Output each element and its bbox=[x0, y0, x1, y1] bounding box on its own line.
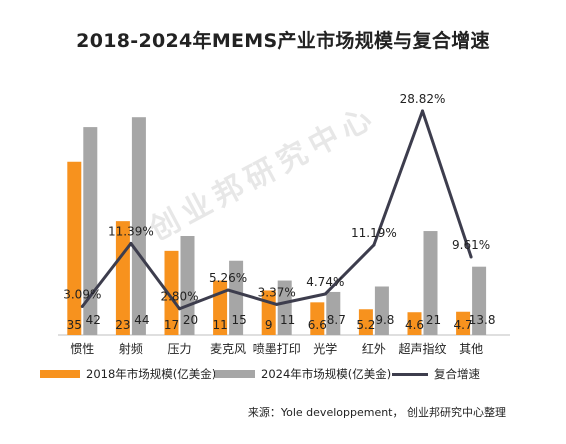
growth-rate-point bbox=[80, 305, 84, 309]
bar-2024 bbox=[423, 231, 438, 335]
legend-label-2024: 2024年市场规模(亿美金) bbox=[261, 367, 392, 381]
bar-2024 bbox=[277, 280, 292, 335]
growth-rate-point bbox=[469, 255, 473, 259]
bar-label-2024: 21 bbox=[426, 313, 441, 327]
category-label: 喷墨打印 bbox=[253, 342, 301, 356]
growth-rate-point bbox=[178, 307, 181, 311]
growth-rate-label: 3.09% bbox=[63, 288, 101, 302]
growth-rate-label: 9.61% bbox=[452, 238, 490, 252]
category-label: 压力 bbox=[167, 342, 191, 356]
bar-2018 bbox=[407, 312, 422, 335]
growth-rate-label: 4.74% bbox=[306, 275, 344, 289]
bar-label-2024: 11 bbox=[280, 313, 295, 327]
source-note: 来源：Yole developpement， 创业邦研究中心整理 bbox=[247, 406, 506, 419]
growth-rate-label: 2.80% bbox=[160, 290, 198, 304]
bar-2024 bbox=[180, 236, 195, 335]
bar-label-2024: 42 bbox=[86, 313, 101, 327]
bar-label-2018: 4.7 bbox=[454, 318, 473, 332]
legend-item-growth: 复合增速 bbox=[392, 366, 480, 382]
bar-2018 bbox=[456, 311, 471, 335]
bar-label-2024: 9.8 bbox=[375, 313, 394, 327]
legend-swatch-2024 bbox=[215, 370, 255, 378]
category-label: 其他 bbox=[459, 342, 483, 356]
bar-2024 bbox=[83, 127, 98, 335]
bar-label-2018: 9 bbox=[265, 318, 273, 332]
bar-label-2024: 15 bbox=[231, 313, 246, 327]
growth-rate-point bbox=[372, 243, 376, 247]
bar-2024 bbox=[131, 117, 146, 335]
growth-rate-label: 28.82% bbox=[400, 92, 446, 106]
category-label: 红外 bbox=[362, 341, 386, 356]
bar-label-2018: 5.2 bbox=[356, 318, 375, 332]
bar-label-2018: 17 bbox=[164, 318, 179, 332]
bar-label-2018: 23 bbox=[115, 318, 130, 332]
bar-label-2024: 20 bbox=[183, 313, 198, 327]
bar-2018 bbox=[358, 309, 373, 335]
bar-label-2024: 8.7 bbox=[327, 313, 346, 327]
growth-rate-point bbox=[129, 241, 133, 245]
category-label: 超声指纹 bbox=[398, 341, 446, 356]
growth-rate-label: 5.26% bbox=[209, 271, 247, 285]
category-label: 光学 bbox=[313, 341, 337, 356]
growth-rate-point bbox=[421, 109, 424, 113]
growth-rate-point bbox=[275, 302, 279, 306]
bar-2018 bbox=[67, 161, 82, 335]
bar-2024 bbox=[229, 260, 244, 335]
growth-rate-point bbox=[226, 288, 230, 292]
category-label: 惯性 bbox=[70, 341, 94, 356]
growth-rate-label: 3.37% bbox=[258, 285, 296, 299]
legend: 2018年市场规模(亿美金) 2024年市场规模(亿美金) 复合增速 bbox=[40, 366, 540, 388]
category-label: 麦克风 bbox=[210, 342, 246, 356]
legend-item-2024: 2024年市场规模(亿美金) bbox=[215, 366, 391, 382]
bar-2018 bbox=[164, 250, 179, 335]
bar-label-2024: 44 bbox=[134, 313, 149, 327]
bar-label-2018: 11 bbox=[212, 318, 227, 332]
bar-label-2018: 35 bbox=[67, 318, 82, 332]
bar-label-2018: 4.6 bbox=[405, 318, 424, 332]
bar-label-2024: 13.8 bbox=[469, 313, 496, 327]
bar-2018 bbox=[310, 302, 325, 335]
bar-2024 bbox=[374, 286, 389, 335]
bar-2024 bbox=[472, 266, 487, 335]
legend-label-growth: 复合增速 bbox=[434, 367, 480, 381]
bar-label-2018: 6.6 bbox=[308, 318, 327, 332]
growth-rate-label: 11.39% bbox=[108, 224, 154, 238]
legend-item-2018: 2018年市场规模(亿美金) bbox=[40, 366, 216, 382]
legend-swatch-2018 bbox=[40, 370, 80, 378]
legend-swatch-growth bbox=[392, 372, 428, 376]
growth-rate-point bbox=[323, 292, 327, 296]
chart-title: 2018-2024年MEMS产业市场规模与复合增速 bbox=[76, 30, 490, 52]
legend-label-2018: 2018年市场规模(亿美金) bbox=[86, 367, 217, 381]
growth-rate-label: 11.19% bbox=[351, 226, 397, 240]
category-label: 射频 bbox=[119, 341, 143, 356]
bar-2024 bbox=[326, 291, 341, 335]
